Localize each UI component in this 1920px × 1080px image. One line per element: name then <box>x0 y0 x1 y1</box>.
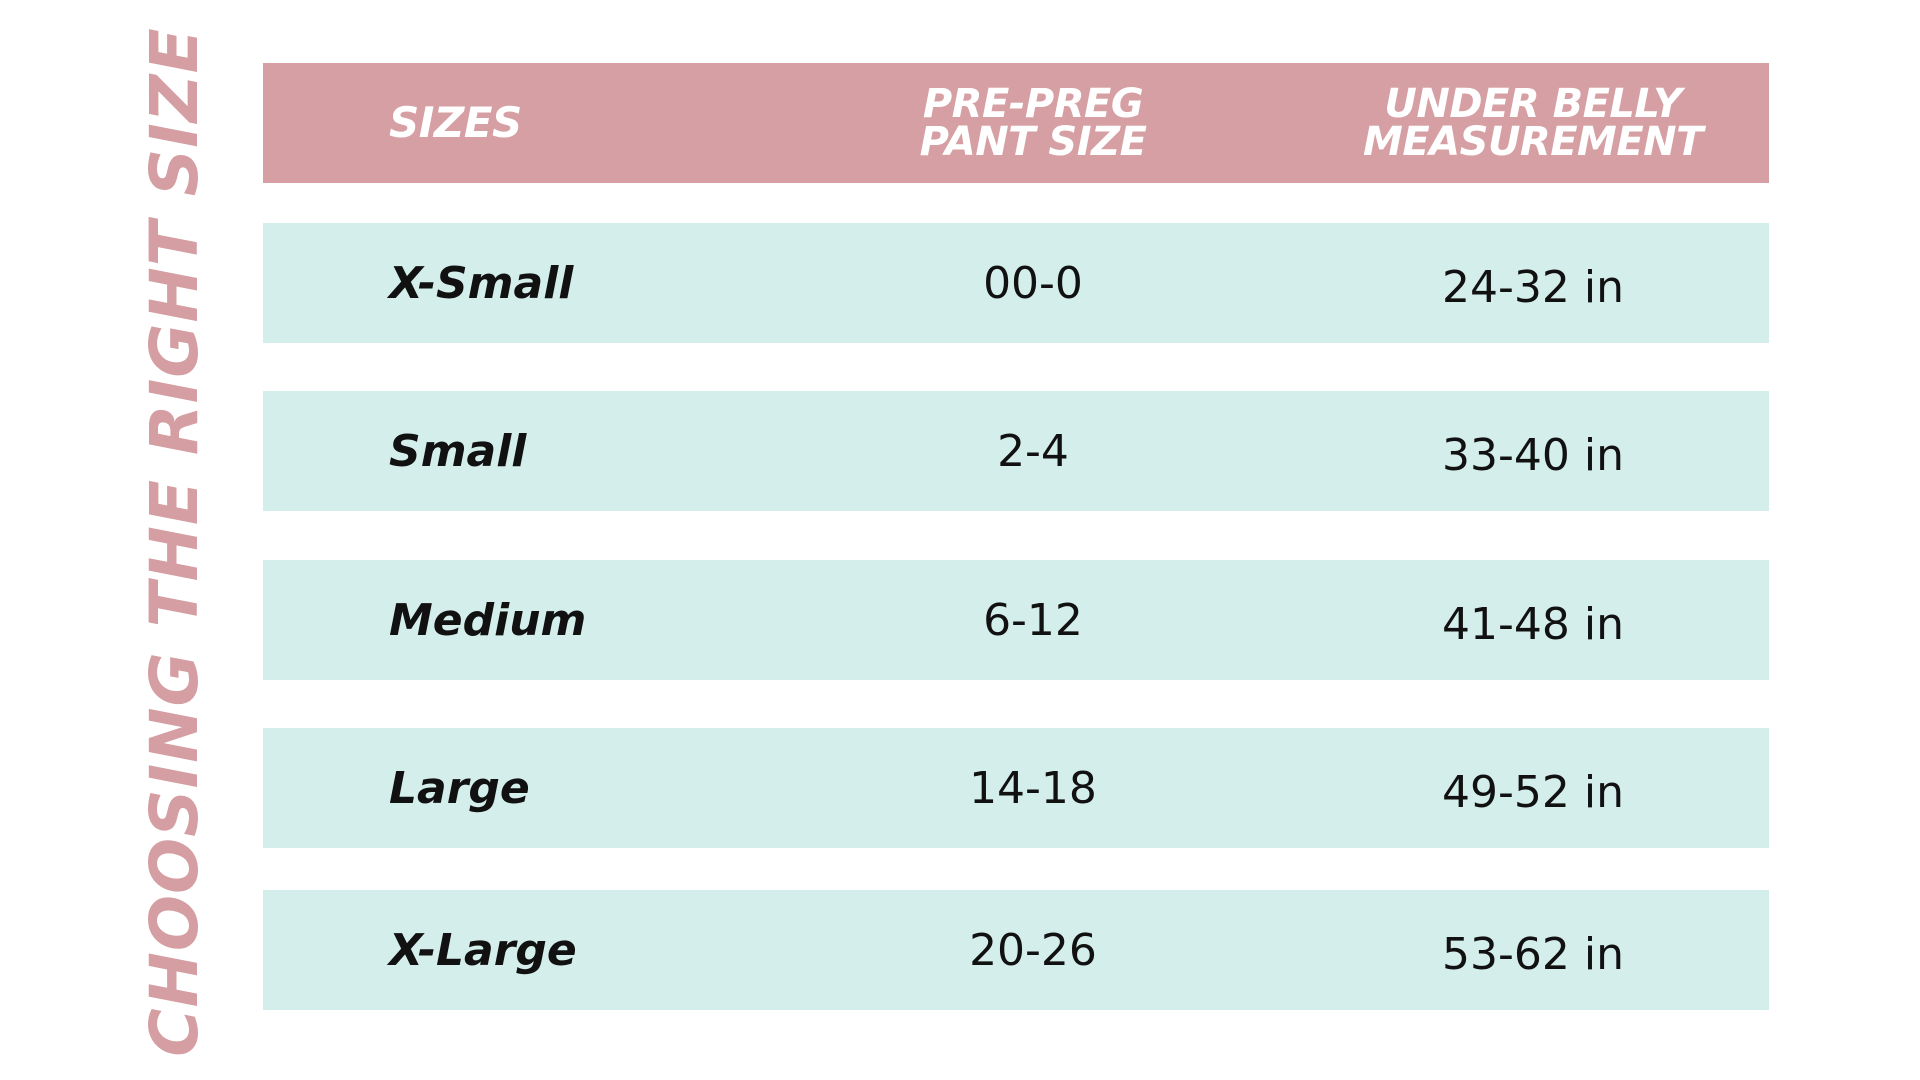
header-pant-size-line1: PRE-PREG <box>922 81 1144 127</box>
size-name: Small <box>389 425 527 477</box>
size-chart-table: SIZES PRE-PREG PANT SIZE UNDER BELLY MEA… <box>263 63 1769 1010</box>
table-row: X-Large 20-26 53-62 in <box>263 890 1769 1010</box>
table-row: X-Small 00-0 24-32 in <box>263 223 1769 343</box>
table-row: Medium 6-12 41-48 in <box>263 560 1769 680</box>
size-name: Medium <box>389 594 587 646</box>
belly-measurement-value: 49-52 in <box>1442 766 1624 818</box>
pant-size-value: 2-4 <box>997 425 1069 477</box>
table-header: SIZES PRE-PREG PANT SIZE UNDER BELLY MEA… <box>263 63 1769 183</box>
size-name: X-Large <box>389 924 577 976</box>
header-belly-line1: UNDER BELLY <box>1384 81 1682 127</box>
header-belly-measurement: UNDER BELLY MEASUREMENT <box>1293 63 1773 183</box>
header-belly-line2: MEASUREMENT <box>1363 119 1703 165</box>
header-pant-size: PRE-PREG PANT SIZE <box>843 63 1223 183</box>
belly-measurement-value: 41-48 in <box>1442 598 1624 650</box>
header-pant-size-line2: PANT SIZE <box>919 119 1147 165</box>
belly-measurement-value: 33-40 in <box>1442 429 1624 481</box>
size-name: X-Small <box>389 257 574 309</box>
pant-size-value: 14-18 <box>969 762 1097 814</box>
belly-measurement-value: 53-62 in <box>1442 928 1624 980</box>
table-row: Large 14-18 49-52 in <box>263 728 1769 848</box>
pant-size-value: 20-26 <box>969 924 1097 976</box>
side-title: CHOOSING THE RIGHT SIZE <box>135 27 213 1057</box>
header-sizes: SIZES <box>389 98 522 147</box>
belly-measurement-value: 24-32 in <box>1442 261 1624 313</box>
table-row: Small 2-4 33-40 in <box>263 391 1769 511</box>
pant-size-value: 00-0 <box>983 257 1083 309</box>
size-name: Large <box>389 762 530 814</box>
pant-size-value: 6-12 <box>983 594 1083 646</box>
